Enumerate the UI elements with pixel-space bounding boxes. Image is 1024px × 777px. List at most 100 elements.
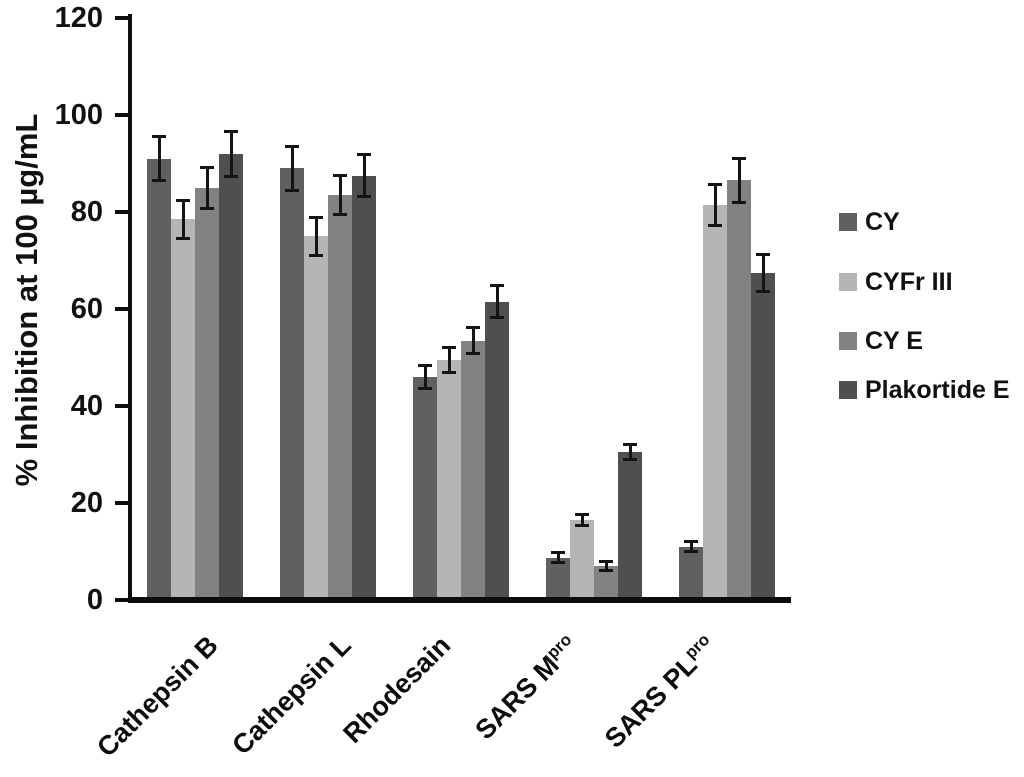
legend-swatch (839, 332, 857, 350)
error-bar-line (205, 166, 209, 209)
error-bar-line (713, 183, 717, 226)
bar (328, 195, 352, 603)
error-bar-cap-top (575, 513, 589, 517)
bar (485, 301, 509, 603)
error-bar-cap-top (418, 364, 432, 368)
bar (280, 168, 304, 603)
error-bar-cap-top (152, 135, 166, 139)
bar (618, 452, 642, 603)
bar (461, 340, 485, 603)
legend-item: CY (839, 208, 900, 236)
error-bar-cap-bottom (152, 178, 166, 182)
error-bar-cap-bottom (575, 523, 589, 527)
error-bar-line (181, 199, 185, 239)
error-bar-line (447, 347, 451, 373)
error-bar-line (737, 158, 741, 203)
bar (352, 175, 376, 603)
error-bar-line (314, 216, 318, 256)
x-axis-line (128, 597, 791, 603)
bar (679, 546, 703, 603)
error-bar-line (761, 253, 765, 292)
error-bar-cap-bottom (490, 316, 504, 320)
y-tick-label: 100 (54, 99, 103, 131)
error-bar-line (229, 130, 233, 178)
bar (437, 359, 461, 603)
legend: CY CYFr III CY E Plakortide E (839, 0, 1024, 777)
legend-label: CYFr III (865, 267, 953, 296)
error-bar-cap-bottom (684, 549, 698, 553)
bar (171, 219, 195, 603)
y-tick-label: 60 (70, 293, 103, 325)
error-bar-cap-top (466, 326, 480, 330)
error-bar-cap-bottom (224, 175, 238, 179)
x-axis-label: Rhodesain (337, 630, 457, 749)
bar (147, 158, 171, 603)
error-bar-cap-bottom (466, 351, 480, 355)
error-bar-line (362, 154, 366, 197)
error-bar-cap-top (285, 145, 299, 149)
legend-swatch (839, 213, 857, 231)
error-bar-cap-bottom (442, 370, 456, 374)
error-bar-line (556, 552, 560, 564)
y-axis-tick (115, 307, 131, 311)
error-bar-cap-bottom (200, 206, 214, 210)
error-bar-cap-top (756, 252, 770, 256)
bar (727, 180, 751, 603)
y-axis-tick (115, 210, 131, 214)
bar (413, 376, 437, 603)
error-bar-cap-top (623, 442, 637, 446)
error-bar-cap-top (309, 215, 323, 219)
error-bar-cap-bottom (309, 253, 323, 257)
error-bar-cap-top (442, 346, 456, 350)
error-bar-cap-top (333, 173, 347, 177)
y-tick-label: 20 (70, 487, 103, 519)
bar (751, 272, 775, 603)
bar (594, 566, 618, 603)
error-bar-cap-bottom (732, 200, 746, 204)
error-bar-cap-top (224, 129, 238, 133)
error-bar-cap-top (732, 157, 746, 161)
error-bar-line (628, 443, 632, 461)
bar (703, 204, 727, 603)
x-axis-label: Cathepsin B (91, 630, 225, 763)
bar (219, 153, 243, 603)
error-bar-cap-bottom (599, 568, 613, 572)
y-tick-label: 120 (54, 2, 103, 34)
error-bar-cap-bottom (756, 289, 770, 293)
error-bar-cap-bottom (623, 458, 637, 462)
x-axis-label: SARS Mpro (469, 630, 576, 746)
legend-swatch (839, 273, 857, 291)
y-axis-tick (115, 113, 131, 117)
bar (546, 557, 570, 603)
legend-item: Plakortide E (839, 376, 1010, 404)
legend-swatch (839, 381, 857, 399)
error-bar-cap-top (551, 551, 565, 555)
error-bar-cap-bottom (357, 194, 371, 198)
bar (570, 519, 594, 603)
error-bar-cap-top (708, 182, 722, 186)
error-bar-line (471, 327, 475, 354)
error-bar-line (157, 136, 161, 181)
y-tick-label: 40 (70, 390, 103, 422)
legend-label: Plakortide E (865, 375, 1010, 404)
error-bar-line (423, 365, 427, 389)
y-axis-tick (115, 404, 131, 408)
bar (304, 236, 328, 603)
x-axis-label: SARS PLpro (598, 630, 714, 754)
error-bar-cap-top (357, 153, 371, 157)
x-axis-label: Cathepsin L (226, 630, 358, 761)
y-tick-label: 0 (86, 584, 103, 616)
error-bar-cap-top (200, 165, 214, 169)
y-axis-tick (115, 598, 131, 602)
error-bar-cap-bottom (285, 188, 299, 192)
error-bar-cap-bottom (418, 386, 432, 390)
error-bar-cap-top (599, 560, 613, 564)
y-axis-tick (115, 16, 131, 20)
error-bar-cap-top (176, 198, 190, 202)
y-axis-tick (115, 501, 131, 505)
error-bar-line (338, 174, 342, 216)
error-bar-line (580, 514, 584, 526)
error-bar-cap-bottom (551, 561, 565, 565)
error-bar-line (604, 561, 608, 571)
